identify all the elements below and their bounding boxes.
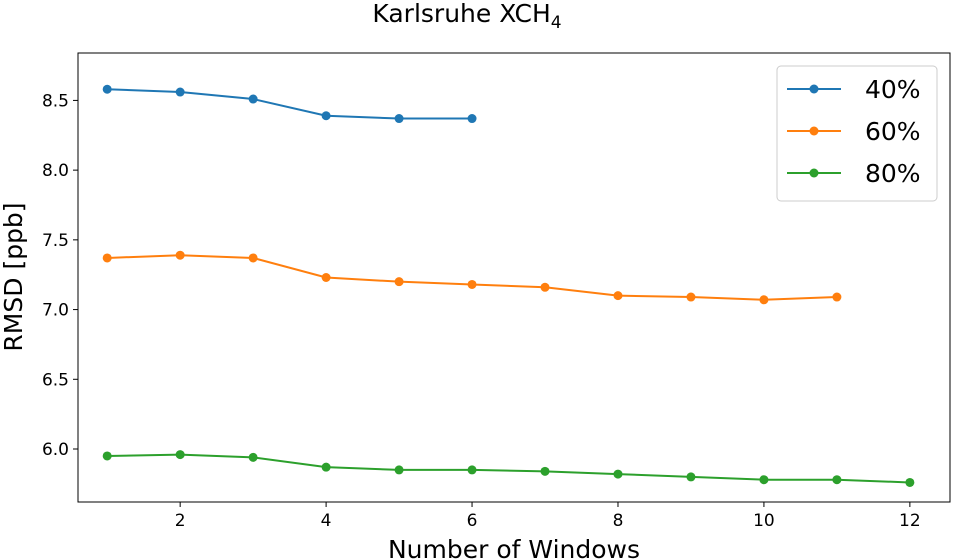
data-point (759, 295, 769, 305)
chart-title-subscript: 4 (551, 13, 562, 33)
data-point (248, 452, 258, 462)
x-tick-label: 10 (753, 511, 775, 531)
legend-marker (809, 84, 819, 94)
series-2 (102, 250, 842, 305)
series-line (107, 88, 473, 120)
legend-marker (809, 168, 819, 178)
legend-item: 40% (787, 75, 921, 104)
x-tick-label: 8 (613, 511, 624, 531)
series-3 (102, 450, 915, 487)
x-tick-label: 2 (175, 511, 186, 531)
data-point (613, 291, 623, 301)
legend-marker (809, 126, 819, 136)
data-point (394, 277, 404, 287)
data-point (394, 114, 404, 124)
data-point (759, 475, 769, 485)
x-tick-label: 6 (467, 511, 478, 531)
x-tick-label: 4 (321, 511, 332, 531)
data-point (613, 469, 623, 479)
data-point (394, 465, 404, 475)
data-point (686, 472, 696, 482)
data-point (175, 87, 185, 97)
y-tick-label: 6.5 (42, 370, 69, 390)
legend-label: 80% (865, 159, 921, 188)
data-point (102, 253, 112, 263)
data-point (248, 253, 258, 263)
data-point (175, 250, 185, 260)
y-tick-label: 7.0 (42, 301, 69, 321)
legend: 40% 60% 80% (776, 65, 938, 202)
data-point (467, 279, 477, 289)
y-tick-label: 8.5 (42, 91, 69, 111)
data-point (832, 475, 842, 485)
data-point (686, 292, 696, 302)
data-point (832, 292, 842, 302)
y-axis-ticks: 6.0 6.5 7.0 7.5 8.0 8.5 (42, 91, 78, 460)
series-line (107, 453, 910, 484)
y-tick-label: 6.0 (42, 440, 69, 460)
legend-item: 80% (787, 159, 921, 188)
plot-frame (77, 52, 951, 503)
legend-box (776, 65, 938, 202)
data-point (540, 282, 550, 292)
chart-title-main: Karlsruhe XCH (372, 0, 550, 28)
data-point (467, 465, 477, 475)
data-point (540, 466, 550, 476)
y-tick-label: 7.5 (42, 231, 69, 251)
data-point (175, 450, 185, 460)
x-axis-label: Number of Windows (388, 535, 640, 559)
legend-item: 60% (787, 117, 921, 146)
y-axis-label: RMSD [ppb] (0, 202, 28, 351)
data-point (467, 114, 477, 124)
plot-area (77, 52, 951, 503)
data-point (102, 451, 112, 461)
data-point (102, 84, 112, 94)
y-tick-label: 8.0 (42, 161, 69, 181)
legend-label: 60% (865, 117, 921, 146)
x-axis-ticks: 2 4 6 8 10 12 (175, 502, 921, 531)
data-point (321, 462, 331, 472)
data-point (248, 94, 258, 104)
data-point (321, 273, 331, 282)
data-point (321, 111, 331, 121)
chart-title: Karlsruhe XCH4 (372, 0, 561, 33)
x-tick-label: 12 (899, 511, 921, 531)
series-layer (102, 84, 915, 487)
data-point (905, 477, 915, 487)
series-line (107, 254, 837, 301)
legend-label: 40% (865, 75, 921, 104)
series-1 (102, 84, 477, 124)
